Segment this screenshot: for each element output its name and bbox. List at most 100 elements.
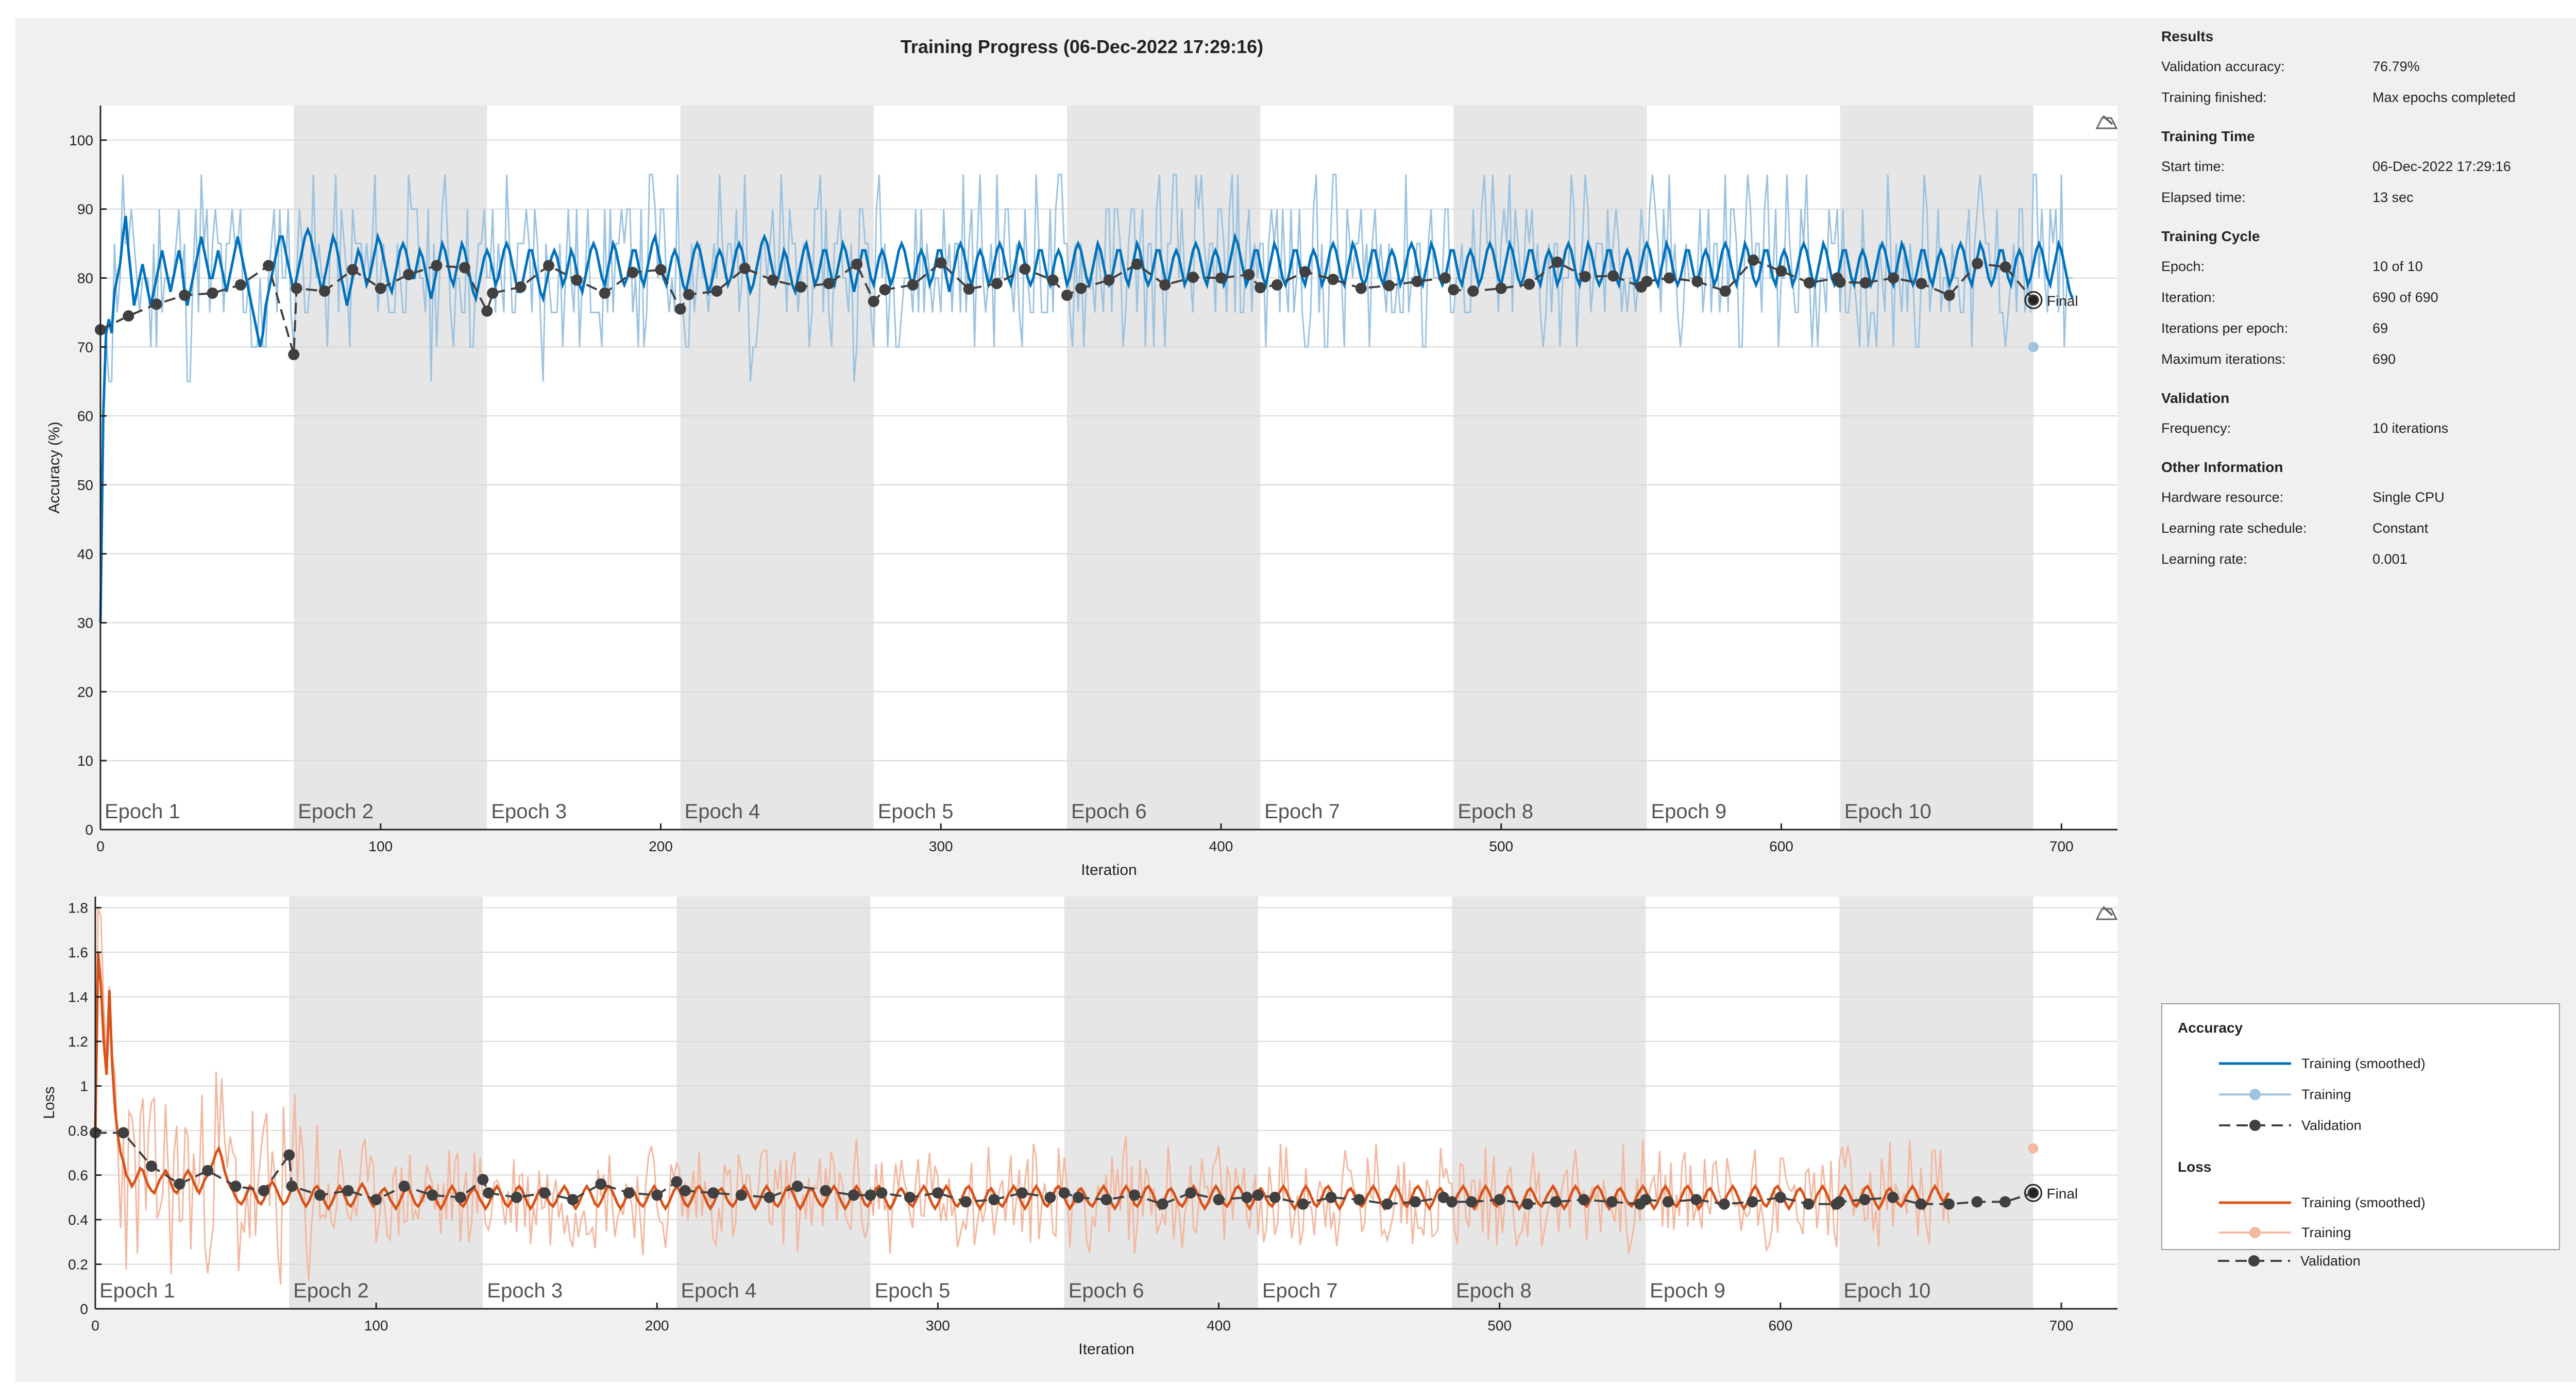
y-tick-label: 0.4 — [68, 1212, 88, 1228]
validation-point — [679, 1185, 691, 1196]
validation-point — [711, 285, 723, 297]
validation-point — [1437, 1191, 1449, 1203]
x-tick-label: 200 — [645, 1318, 669, 1334]
validation-point — [851, 258, 863, 270]
validation-point — [1269, 1191, 1281, 1203]
info-value: Max epochs completed — [2372, 89, 2516, 105]
y-tick-label: 1.2 — [68, 1034, 88, 1050]
epoch-label: Epoch 2 — [298, 800, 374, 823]
validation-point — [1999, 261, 2011, 273]
validation-point — [427, 1189, 438, 1201]
legend-loss-smoothed: Training (smoothed) — [2219, 1189, 2549, 1217]
epoch-label: Epoch 3 — [491, 800, 567, 823]
validation-point — [932, 1187, 944, 1199]
info-section-title: Training Time — [2161, 128, 2255, 144]
final-label: Final — [2047, 293, 2078, 309]
epoch-label: Epoch 4 — [681, 1279, 756, 1302]
info-key: Validation accuracy: — [2161, 58, 2285, 74]
epoch-label: Epoch 10 — [1843, 1279, 1930, 1302]
y-tick-label: 1 — [80, 1078, 88, 1094]
validation-point — [515, 281, 527, 293]
info-value: 10 of 10 — [2372, 258, 2423, 274]
validation-point — [179, 289, 191, 301]
validation-point — [1943, 1198, 1955, 1210]
x-tick-label: 100 — [368, 838, 393, 854]
info-value: 0.001 — [2372, 551, 2408, 567]
validation-point — [1061, 289, 1073, 301]
x-tick-label: 300 — [926, 1318, 950, 1334]
validation-point — [991, 278, 1003, 290]
epoch-band — [680, 106, 874, 830]
validation-point — [599, 287, 611, 299]
validation-point — [1243, 268, 1255, 280]
y-axis-label: Accuracy (%) — [46, 421, 63, 513]
y-axis-label: Loss — [41, 1086, 58, 1119]
export-icon-shape — [2095, 908, 2118, 920]
validation-point — [543, 260, 554, 272]
info-row: Learning rate schedule: Constant — [2161, 513, 2563, 544]
validation-point — [1129, 1189, 1141, 1201]
epoch-band — [1066, 106, 1261, 830]
x-tick-label: 300 — [929, 838, 953, 854]
validation-point — [1495, 282, 1507, 294]
validation-point — [1215, 272, 1227, 284]
validation-point — [567, 1194, 579, 1206]
info-value: 690 — [2372, 351, 2396, 367]
info-row: Training finished: Max epochs completed — [2161, 82, 2563, 113]
y-tick-label: 90 — [77, 201, 93, 217]
info-row: Hardware resource: Single CPU — [2161, 482, 2563, 513]
validation-point — [1381, 1198, 1393, 1210]
legend-accuracy-validation: Validation — [2219, 1111, 2549, 1139]
legend-loss-validation: Validation — [2218, 1247, 2548, 1275]
validation-point — [1551, 256, 1563, 268]
validation-point — [1747, 1196, 1758, 1208]
epoch-band — [676, 897, 871, 1309]
training-raw-line — [94, 907, 1950, 1285]
validation-point — [707, 1187, 719, 1199]
validation-point — [655, 264, 667, 276]
info-panel: Results Validation accuracy: 76.79% Trainin… — [2161, 28, 2563, 575]
validation-point — [1640, 1194, 1652, 1206]
validation-point — [683, 289, 694, 300]
epoch-label: Epoch 9 — [1651, 800, 1727, 823]
export-icon[interactable] — [2095, 906, 2118, 920]
validation-point — [1690, 1194, 1702, 1206]
epoch-label: Epoch 5 — [878, 800, 954, 823]
info-key: Start time: — [2161, 158, 2225, 174]
info-row: Elapsed time: 13 sec — [2161, 182, 2563, 213]
validation-point — [1607, 270, 1619, 282]
validation-point — [1943, 289, 1955, 301]
epoch-label: Epoch 10 — [1844, 800, 1931, 823]
validation-point — [1255, 282, 1266, 294]
y-tick-label: 40 — [77, 546, 93, 562]
validation-point — [234, 279, 246, 291]
validation-point — [1915, 1198, 1927, 1210]
x-tick-label: 100 — [364, 1318, 388, 1334]
validation-point — [1888, 272, 1899, 284]
validation-point — [1859, 277, 1871, 289]
x-tick-label: 0 — [91, 1318, 99, 1334]
epoch-label: Epoch 7 — [1264, 800, 1340, 823]
info-section-title: Training Cycle — [2161, 228, 2260, 244]
export-icon-pen — [2102, 906, 2113, 916]
validation-point — [1185, 1187, 1197, 1199]
validation-point — [865, 1189, 876, 1201]
info-row: Maximum iterations: 690 — [2161, 344, 2563, 375]
validation-point — [868, 296, 879, 308]
info-key: Frequency: — [2161, 420, 2231, 436]
export-icon[interactable] — [2095, 115, 2118, 129]
y-tick-label: 0 — [80, 1301, 88, 1317]
validation-point — [174, 1178, 185, 1190]
epoch-band — [289, 897, 483, 1309]
page-title: Training Progress (06-Dec-2022 17:29:16) — [900, 36, 1264, 57]
final-marker — [2024, 291, 2043, 309]
epoch-label: Epoch 2 — [293, 1279, 369, 1302]
validation-point — [207, 287, 218, 299]
x-tick-label: 600 — [1768, 1318, 1792, 1334]
info-key: Learning rate schedule: — [2161, 520, 2307, 536]
validation-point — [988, 1194, 1000, 1206]
info-key: Hardware resource: — [2161, 489, 2284, 505]
validation-point — [1775, 265, 1787, 277]
validation-point — [595, 1178, 607, 1190]
validation-point — [288, 349, 300, 361]
